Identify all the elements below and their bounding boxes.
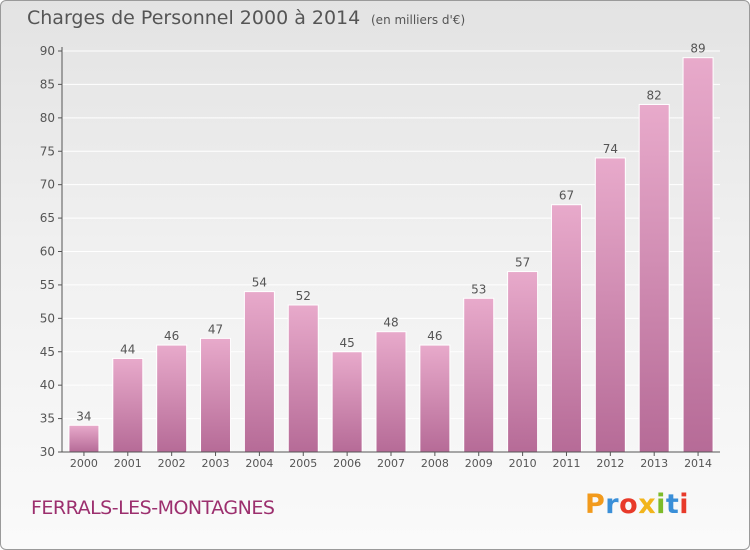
data-label: 89 [690,42,705,56]
bar [594,157,626,453]
logo-letter: r [605,489,620,520]
y-tick-label: 45 [40,345,55,359]
y-tick-label: 75 [40,144,55,158]
x-tick-label: 2001 [114,457,142,470]
logo-letter: i [679,489,690,520]
y-tick-label: 30 [40,445,55,459]
place-name: FERRALS-LES-MONTAGNES [31,497,275,519]
logo-letter: i [656,489,666,520]
y-tick-label: 70 [40,178,55,192]
bar [419,344,451,453]
x-tick-label: 2006 [333,457,361,470]
logo-letter: o [619,489,639,520]
bar [200,337,232,453]
x-tick-label: 2003 [202,457,230,470]
chart-subtitle: (en milliers d'€) [371,13,466,27]
x-tick-label: 2012 [596,457,624,470]
x-tick-label: 2008 [421,457,449,470]
data-label: 54 [252,276,267,290]
data-label: 57 [515,256,530,270]
data-labels: 34 44 46 47 54 52 45 48 46 53 57 67 74 82 89 [76,42,705,424]
data-label: 74 [603,142,618,156]
data-label: 45 [339,336,354,350]
bar [287,304,319,453]
x-tick-label: 2014 [684,457,712,470]
data-label: 46 [164,329,179,343]
data-label: 82 [647,88,662,102]
data-label: 47 [208,322,223,336]
x-tick-label: 2010 [509,457,537,470]
data-label: 67 [559,189,574,203]
y-tick-label: 35 [40,412,55,426]
x-tick-label: 2007 [377,457,405,470]
x-tick-label: 2009 [465,457,493,470]
x-tick-label: 2002 [158,457,186,470]
x-tick-label: 2004 [245,457,273,470]
data-label: 46 [427,329,442,343]
bar [243,291,275,453]
y-tick-label: 40 [40,378,55,392]
proxiti-logo: Proxiti [585,489,689,520]
data-label: 44 [120,342,135,356]
data-label: 53 [471,282,486,296]
data-label: 34 [76,409,91,423]
bar-chart: 30 35 40 45 50 55 60 65 70 75 80 85 90 2000 2001 2002 20… [40,42,720,470]
bar [638,103,670,453]
bar [375,331,407,453]
y-tick-label: 80 [40,111,55,125]
x-tick-label: 2011 [552,457,580,470]
y-tick-label: 85 [40,77,55,91]
x-tick-label: 2000 [70,457,98,470]
bar [550,204,582,453]
y-tick-label: 50 [40,311,55,325]
logo-letter: P [585,489,606,520]
data-label: 52 [296,289,311,303]
y-tick-label: 65 [40,211,55,225]
logo-letter: t [665,489,680,520]
bar [112,357,144,453]
x-tick-label: 2005 [289,457,317,470]
y-tick-label: 55 [40,278,55,292]
bar [331,351,363,453]
bar [156,344,188,453]
bar [463,297,495,453]
logo-letter: x [638,489,657,520]
bar [68,424,100,453]
y-tick-label: 60 [40,245,55,259]
bars [68,57,714,453]
bar [682,57,714,453]
axes: 30 35 40 45 50 55 60 65 70 75 80 85 90 2000 2001 2002 20… [40,44,720,470]
x-tick-label: 2013 [640,457,668,470]
data-label: 48 [383,316,398,330]
y-tick-label: 90 [40,44,55,58]
bar [507,271,539,453]
chart-title: Charges de Personnel 2000 à 2014 [27,7,361,29]
